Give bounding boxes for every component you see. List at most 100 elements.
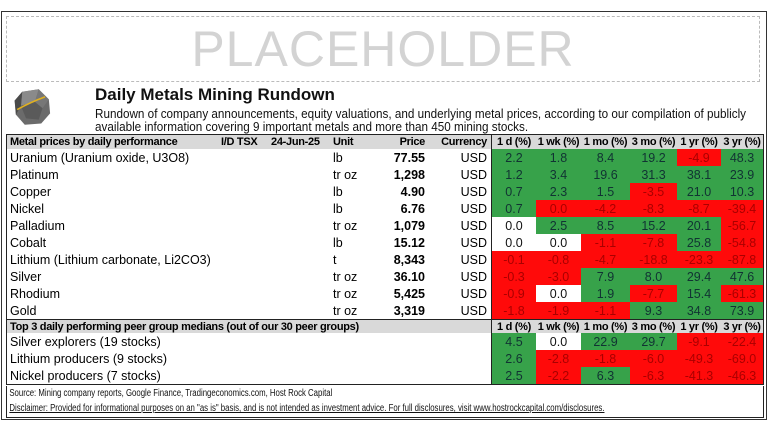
disclaimer-link[interactable]: Disclaimer: Provided for informational p… <box>9 403 605 414</box>
metal-name: Rhodium <box>10 286 61 301</box>
report-frame <box>1 11 767 420</box>
pct-cell: -2.8 <box>536 350 581 367</box>
column-header-pct: 3 mo (%) <box>631 136 676 148</box>
metal-price: 36.10 <box>393 269 425 284</box>
metal-unit: lb <box>333 150 343 165</box>
pct-cell: 1.9 <box>581 285 630 302</box>
pct-cell: 0.7 <box>492 200 536 217</box>
pct-cell: 15.4 <box>677 285 721 302</box>
metal-currency: USD <box>460 150 487 165</box>
table-row: Uranium (Uranium oxide, U3O8) lb 77.55 USD 2… <box>7 149 763 166</box>
metal-name: Lithium (Lithium carbonate, Li2CO3) <box>10 252 211 267</box>
metal-currency: USD <box>460 269 487 284</box>
pct-cell: -49.3 <box>677 350 721 367</box>
pct-cell: 1.8 <box>536 149 581 166</box>
metal-currency: USD <box>460 218 487 233</box>
pct-cell: 0.0 <box>536 234 581 251</box>
metal-price: 77.55 <box>393 150 425 165</box>
pct-cell: -87.8 <box>721 251 763 268</box>
pct-cell: 0.0 <box>536 333 581 350</box>
pct-cell: 20.1 <box>677 217 721 234</box>
pct-cell: -18.8 <box>630 251 677 268</box>
pct-cell: -9.1 <box>677 333 721 350</box>
pct-cell: 2.6 <box>492 350 536 367</box>
pct-cell: 10.3 <box>721 183 763 200</box>
pct-cell: -61.3 <box>721 285 763 302</box>
column-header-pct: 3 yr (%) <box>723 136 761 148</box>
pct-cell: 0.0 <box>492 234 536 251</box>
pct-cell: -2.2 <box>536 367 581 384</box>
pct-cell: -3.0 <box>536 268 581 285</box>
metal-unit: tr oz <box>333 167 358 182</box>
metal-unit: t <box>333 252 337 267</box>
pct-cell: 0.0 <box>536 200 581 217</box>
pct-cell: 0.7 <box>492 183 536 200</box>
metal-price: 3,319 <box>393 303 425 318</box>
pct-cell: -0.3 <box>492 268 536 285</box>
metal-name: Palladium <box>10 218 65 233</box>
pct-cell: 4.5 <box>492 333 536 350</box>
pct-cell: 19.2 <box>630 149 677 166</box>
column-header-pct: 1 d (%) <box>497 320 531 333</box>
pct-cell: -56.7 <box>721 217 763 234</box>
pct-cell: 3.4 <box>536 166 581 183</box>
pct-cell: 2.5 <box>492 367 536 384</box>
pct-cell: -8.7 <box>677 200 721 217</box>
pct-cell: 6.3 <box>581 367 630 384</box>
table-row: Palladium tr oz 1,079 USD 0.0 2.5 8.5 15.2 20.1-… <box>7 217 763 234</box>
metal-unit: tr oz <box>333 269 358 284</box>
pct-cell: 29.4 <box>677 268 721 285</box>
pct-cell: -1.8 <box>492 302 536 319</box>
pct-cell: -6.3 <box>630 367 677 384</box>
pct-cell: 1.5 <box>581 183 630 200</box>
pct-cell: -4.2 <box>581 200 630 217</box>
pct-cell: -23.3 <box>677 251 721 268</box>
table-row: Silver tr oz 36.10 USD -0.3 -3.0 7.9 8.0 29.4 47.… <box>7 268 763 285</box>
peer-group-name: Silver explorers (19 stocks) <box>10 334 161 349</box>
table-row: Copper lb 4.90 USD 0.7 2.3 1.5 -3.5 21.0 10.3 <box>7 183 763 200</box>
table-row: Rhodium tr oz 5,425 USD -0.9 0.0 1.9 -7.7 15.4 -6… <box>7 285 763 302</box>
column-header-date: 24-Jun-25 <box>271 136 320 148</box>
table-row: Nickel lb 6.76 USD 0.7 0.0 -4.2 -8.3 -8.7 -39.4 <box>7 200 763 217</box>
pct-cell: 34.8 <box>677 302 721 319</box>
pct-cell: -4.7 <box>581 251 630 268</box>
pct-cell: -39.4 <box>721 200 763 217</box>
pct-cell: 47.6 <box>721 268 763 285</box>
pct-cell: -7.8 <box>630 234 677 251</box>
peers-header-row: Top 3 daily performing peer group median… <box>7 319 763 333</box>
source-note: Source: Mining company reports, Google F… <box>9 388 333 399</box>
pct-cell: 2.3 <box>536 183 581 200</box>
metal-unit: tr oz <box>333 218 358 233</box>
pct-cell: -1.9 <box>536 302 581 319</box>
column-header-pct: 1 wk (%) <box>537 320 580 333</box>
pct-cell: 15.2 <box>630 217 677 234</box>
metal-name: Copper <box>10 184 51 199</box>
placeholder-banner: PLACEHOLDER <box>6 16 760 82</box>
pct-cell: -7.7 <box>630 285 677 302</box>
column-header-price: Price <box>399 136 426 148</box>
metal-unit: lb <box>333 201 343 216</box>
metal-unit: tr oz <box>333 286 358 301</box>
page-title: Daily Metals Mining Rundown <box>95 85 335 104</box>
pct-cell: -54.8 <box>721 234 763 251</box>
metal-price: 1,079 <box>393 218 425 233</box>
pct-cell: -69.0 <box>721 350 763 367</box>
table-row: Gold tr oz 3,319 USD -1.8 -1.9 -1.1 9.3 34.8 73.9 <box>7 302 763 319</box>
pct-cell: 23.9 <box>721 166 763 183</box>
metal-name: Gold <box>10 303 37 318</box>
metal-name: Silver <box>10 269 42 284</box>
pct-cell: 19.6 <box>581 166 630 183</box>
metal-currency: USD <box>460 286 487 301</box>
metal-price: 15.12 <box>393 235 425 250</box>
column-header-currency: Currency <box>441 136 487 148</box>
metal-currency: USD <box>460 235 487 250</box>
metal-name: Uranium (Uranium oxide, U3O8) <box>10 150 190 165</box>
metals-header-row: Metal prices by daily performance I/D TSX… <box>7 135 763 149</box>
metal-currency: USD <box>460 303 487 318</box>
pct-cell: 0.0 <box>492 217 536 234</box>
column-header-pct: 1 yr (%) <box>680 320 718 333</box>
pct-cell: 38.1 <box>677 166 721 183</box>
pct-cell: 73.9 <box>721 302 763 319</box>
pct-cell: -22.4 <box>721 333 763 350</box>
pct-cell: 48.3 <box>721 149 763 166</box>
